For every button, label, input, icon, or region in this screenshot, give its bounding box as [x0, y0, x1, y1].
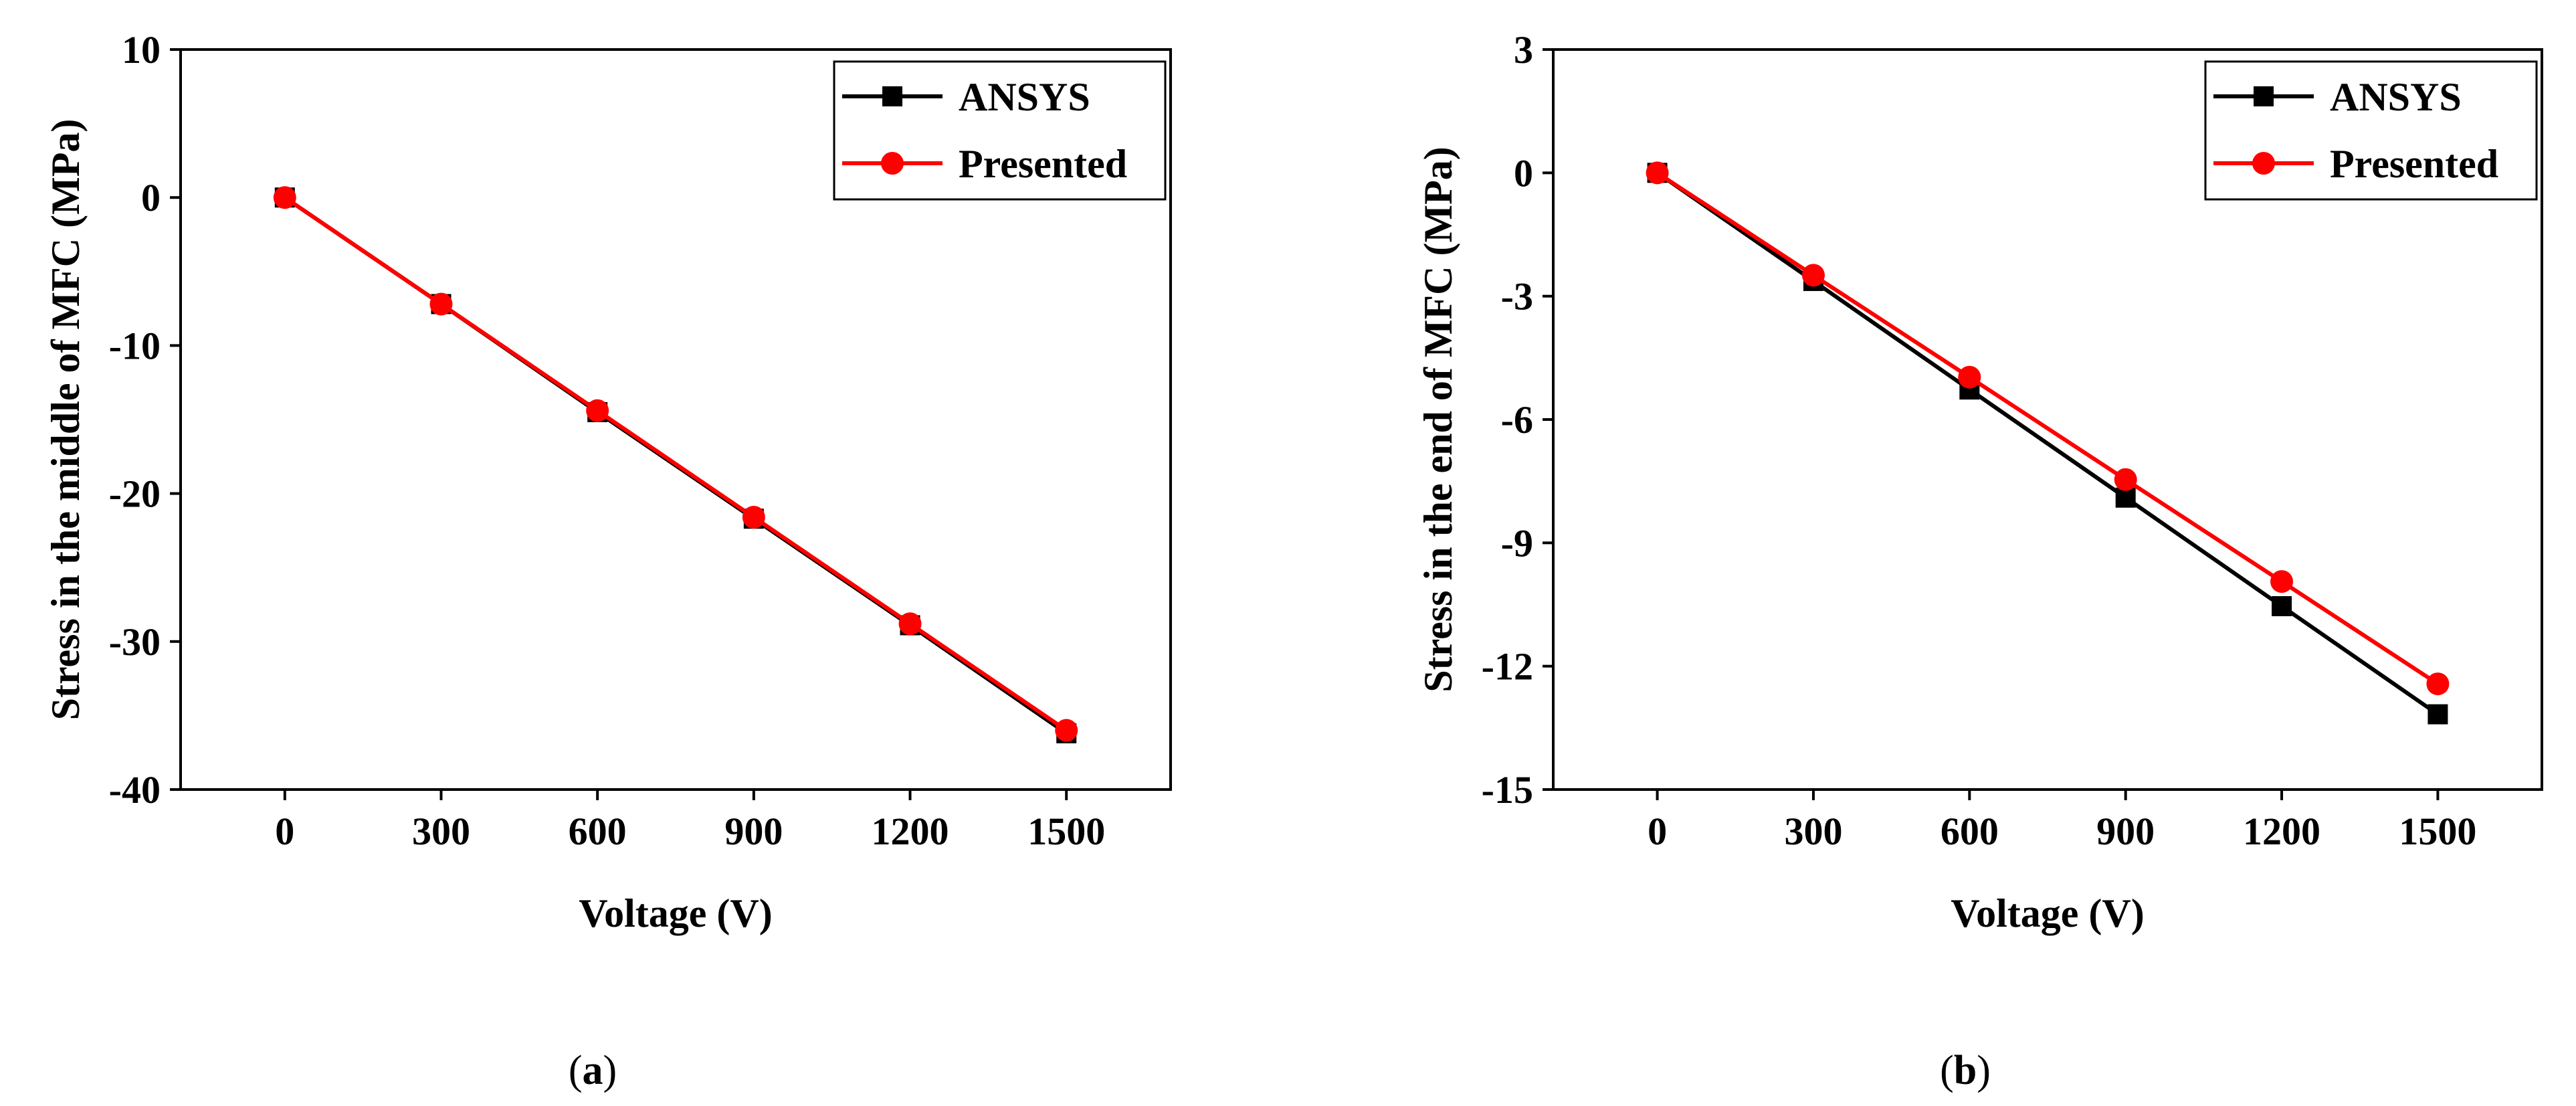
- y-tick-label: -12: [1482, 645, 1533, 688]
- x-tick-label: 1200: [872, 810, 949, 853]
- legend: ANSYS Presented: [833, 60, 1167, 201]
- presented-data-point: [1801, 264, 1825, 287]
- y-axis-label: Stress in the middle of MFC (MPa): [43, 119, 88, 721]
- y-tick-label: 3: [1514, 28, 1533, 72]
- x-axis-label: Voltage (V): [1951, 891, 2144, 935]
- x-tick-label: 900: [724, 810, 783, 853]
- y-tick-label: 0: [141, 176, 161, 219]
- y-tick-label: -40: [109, 768, 161, 812]
- series-line-presented: [284, 195, 1068, 732]
- legend-marker-circle-icon: [881, 152, 904, 175]
- y-tick-label: -9: [1501, 521, 1533, 565]
- presented-data-point: [742, 505, 765, 529]
- plot-frame: [179, 48, 1172, 791]
- legend: ANSYS Presented: [2204, 60, 2538, 201]
- legend-marker-square-icon: [882, 86, 902, 106]
- x-tick-label: 0: [1648, 810, 1667, 853]
- x-tick-label: 300: [412, 810, 470, 853]
- y-tick-label: -3: [1501, 275, 1533, 318]
- presented-data-point: [273, 186, 296, 209]
- y-tick-label: 10: [122, 28, 161, 72]
- panel-caption-letter: a: [583, 1048, 603, 1093]
- panel-caption: (b): [1940, 1048, 1991, 1093]
- legend-label-presented: Presented: [959, 142, 1127, 186]
- legend-marker-square-icon: [2254, 86, 2274, 106]
- chart-panel-a: 0 300 600 900 1200 1500 10 0 -10 -20 -30 -40 Voltage…: [43, 28, 1172, 1093]
- y-tick-label: -15: [1482, 768, 1533, 812]
- y-tick-label: 0: [1514, 151, 1533, 195]
- y-axis-label: Stress in the end of MFC (MPa): [1416, 147, 1460, 692]
- y-tick-label: -20: [109, 472, 161, 516]
- x-tick-label: 600: [569, 810, 627, 853]
- x-tick-label: 600: [1941, 810, 1999, 853]
- presented-data-point: [586, 399, 609, 422]
- legend-label-presented: Presented: [2330, 142, 2498, 186]
- legend-label-ansys: ANSYS: [2330, 75, 2462, 119]
- presented-data-point: [2114, 468, 2137, 491]
- chart-panel-b: 0 300 600 900 1200 1500 3 0 -3 -6 -9 -12 -15 Voltage …: [1416, 28, 2543, 1093]
- legend-box: [833, 60, 1167, 201]
- presented-data-point: [1055, 719, 1078, 742]
- x-tick-label: 0: [275, 810, 294, 853]
- series-line-ansys: [1656, 171, 2440, 717]
- presented-data-point: [1646, 161, 1669, 185]
- y-tick-label: -30: [109, 620, 161, 664]
- legend-marker-circle-icon: [2252, 152, 2275, 175]
- x-tick-label: 1200: [2243, 810, 2320, 853]
- presented-data-point: [898, 612, 922, 636]
- y-tick-label: -6: [1501, 398, 1533, 442]
- x-tick-label: 1500: [2399, 810, 2476, 853]
- ansys-data-point: [2428, 704, 2448, 725]
- ansys-data-point: [2115, 487, 2136, 508]
- legend-label-ansys: ANSYS: [959, 75, 1090, 119]
- x-tick-label: 300: [1784, 810, 1842, 853]
- panel-caption: (a): [569, 1048, 617, 1093]
- presented-data-point: [2426, 672, 2450, 696]
- presented-data-point: [429, 292, 453, 316]
- x-tick-label: 1500: [1027, 810, 1105, 853]
- x-axis-label: Voltage (V): [579, 891, 772, 935]
- panel-caption-letter: b: [1954, 1048, 1977, 1093]
- series-line-presented: [1656, 171, 2440, 686]
- ansys-data-point: [2272, 595, 2292, 616]
- x-tick-label: 900: [2096, 810, 2155, 853]
- presented-data-point: [1958, 365, 1981, 389]
- y-tick-label: -10: [109, 324, 161, 367]
- legend-box: [2204, 60, 2538, 201]
- presented-data-point: [2270, 570, 2294, 593]
